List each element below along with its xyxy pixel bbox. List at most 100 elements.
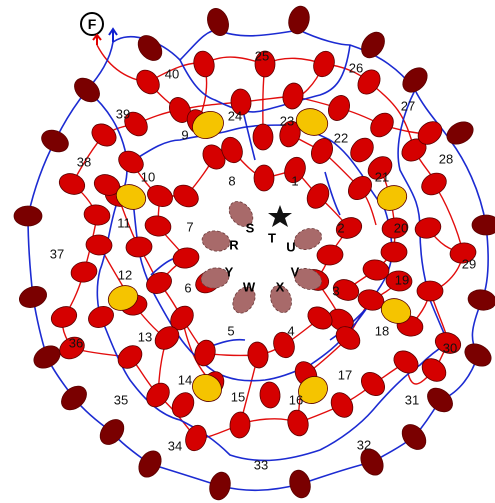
red-node-80 [311, 138, 333, 164]
outer-node-7 [41, 129, 69, 153]
blue-path-3 [299, 354, 479, 485]
outer-node-18 [401, 424, 427, 450]
region-number: 18 [375, 324, 389, 339]
red-node-31 [393, 350, 419, 374]
start-arrow-blue [108, 27, 118, 42]
region-number: 31 [405, 393, 419, 408]
red-node-59 [306, 183, 330, 209]
region-number: 3 [332, 284, 339, 299]
red-node-75 [335, 326, 361, 350]
region-number: 19 [395, 273, 409, 288]
red-node-41 [381, 217, 409, 239]
blue-path-11 [319, 342, 449, 451]
red-path-19 [289, 133, 377, 226]
inner-node-7 [294, 228, 322, 250]
red-node-64 [118, 150, 144, 174]
inner-letter: T [268, 231, 276, 246]
outer-node-15 [61, 385, 87, 411]
red-node-38 [421, 172, 447, 196]
region-number: 32 [357, 438, 371, 453]
region-number: 12 [118, 268, 132, 283]
yellow-node-8 [298, 376, 328, 404]
red-node-79 [252, 123, 274, 151]
outer-node-1 [207, 8, 229, 36]
red-node-17 [70, 261, 98, 283]
outer-node-8 [446, 121, 474, 145]
red-node-8 [169, 97, 191, 123]
red-node-40 [350, 137, 374, 163]
red-node-28 [287, 409, 309, 437]
outer-node-14 [464, 343, 492, 367]
region-number: 27 [401, 99, 415, 114]
region-number: 15 [231, 390, 245, 405]
red-node-1 [136, 69, 160, 95]
region-number: 1 [291, 174, 298, 189]
nodes [13, 5, 495, 501]
start-label: F [88, 16, 97, 32]
center-star [268, 205, 292, 227]
region-number: 20 [394, 221, 408, 236]
region-number: 2 [337, 221, 344, 236]
red-node-69 [385, 270, 413, 292]
inner-node-3 [200, 267, 230, 289]
region-number: 14 [178, 373, 192, 388]
region-number: 13 [138, 330, 152, 345]
red-node-53 [144, 215, 172, 237]
inner-node-1 [228, 201, 254, 227]
inner-node-2 [201, 230, 231, 252]
red-node-42 [380, 241, 408, 263]
region-number: 4 [287, 324, 294, 339]
region-number: 17 [338, 368, 352, 383]
region-number: 38 [77, 155, 91, 170]
region-number: 21 [375, 170, 389, 185]
region-number: 35 [114, 393, 128, 408]
red-node-58 [253, 164, 275, 192]
inner-letter: V [291, 265, 300, 280]
region-number: 29 [462, 257, 476, 272]
red-node-68 [367, 156, 393, 180]
red-node-35 [416, 280, 444, 302]
start-circle-icon [80, 12, 104, 36]
outer-node-22 [289, 469, 311, 499]
yellow-node-7 [192, 374, 222, 402]
yellow-node-2 [295, 108, 329, 136]
region-number: 40 [165, 67, 179, 82]
red-node-22 [117, 345, 143, 369]
red-node-55 [173, 184, 199, 208]
red-node-74 [85, 234, 113, 256]
outer-node-20 [360, 448, 384, 476]
outer-node-5 [74, 77, 100, 103]
yellow-node-6 [380, 298, 412, 324]
region-number: 22 [334, 131, 348, 146]
inner-letter: R [229, 238, 239, 253]
inner-letter: X [276, 280, 285, 295]
red-node-44 [332, 279, 360, 301]
start-arrow-red [92, 33, 102, 45]
inner-node-5 [270, 285, 292, 313]
region-number: 10 [141, 170, 155, 185]
red-node-7 [124, 111, 148, 137]
start-marker[interactable]: F [80, 12, 118, 45]
red-node-19 [59, 336, 85, 360]
red-node-61 [335, 217, 363, 239]
outer-node-2 [288, 5, 310, 35]
red-node-49 [194, 339, 216, 367]
red-node-33 [434, 332, 462, 354]
outer-node-3 [137, 35, 163, 61]
red-node-2 [193, 50, 215, 78]
region-number: 25 [255, 49, 269, 64]
red-node-26 [229, 411, 251, 439]
region-number: 36 [69, 336, 83, 351]
outer-node-19 [138, 450, 162, 478]
red-node-23 [146, 382, 170, 408]
red-node-11 [328, 95, 350, 121]
region-number: 6 [184, 281, 191, 296]
outer-node-16 [427, 387, 453, 413]
inner-letter: Y [225, 265, 234, 280]
red-node-10 [282, 82, 304, 110]
red-node-37 [414, 217, 442, 239]
outer-node-6 [402, 67, 428, 93]
inner-letter: U [286, 240, 295, 255]
region-number: 24 [228, 109, 242, 124]
